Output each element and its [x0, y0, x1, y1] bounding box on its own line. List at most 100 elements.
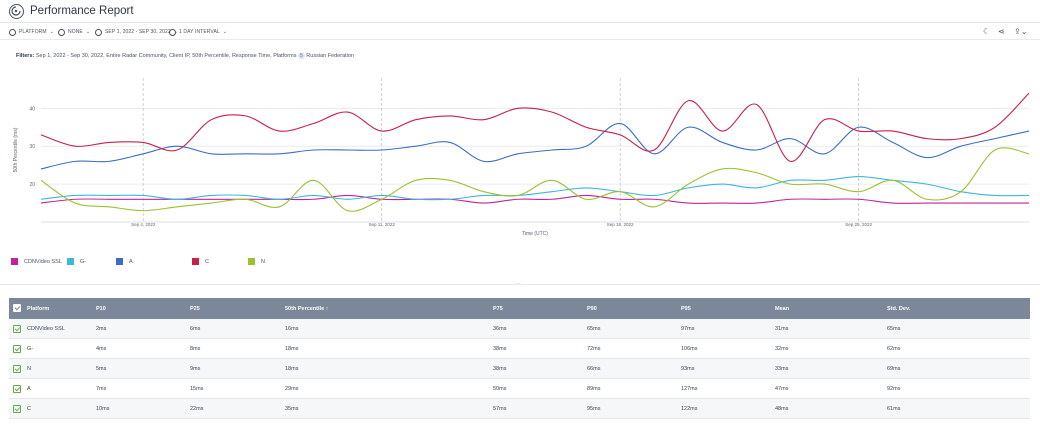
section-divider [0, 284, 1040, 285]
y-tick-label: 20 [29, 182, 35, 188]
col-header-stddev[interactable]: Std. Dev. [887, 305, 911, 312]
cell-platform: CDNVideo SSL [27, 325, 65, 332]
cell-p75: 57ms [493, 405, 507, 412]
filters-label: Filters: [16, 53, 35, 59]
col-header-mean[interactable]: Mean [775, 305, 790, 312]
table-body: CDNVideo SSL 2ms 6ms 16ms 36ms 65ms 97ms… [9, 319, 1030, 419]
cell-platform: C [27, 405, 31, 412]
calendar-icon [95, 28, 102, 36]
chevron-down-icon: ⌄ [85, 29, 91, 35]
y-axis-title: 50th Percentile (ms) [13, 127, 19, 172]
table-row: G- 4ms 8ms 18ms 38ms 72ms 106ms 32ms 62m… [9, 339, 1030, 359]
table-header: Platform P10 P25 50th Percentile ↑ P75 P… [9, 298, 1030, 319]
cell-platform: N [27, 365, 31, 372]
cell-p10: 10ms [96, 405, 110, 412]
series-line-2 [40, 122, 1030, 170]
legend-item[interactable]: CDNVideo SSL [11, 258, 62, 265]
col-header-p90[interactable]: P90 [587, 305, 597, 312]
cell-p50: 16ms [285, 325, 299, 332]
cell-p50: 18ms [285, 345, 299, 352]
cell-stddev: 61ms [887, 405, 901, 412]
cell-p90: 72ms [587, 345, 601, 352]
row-checkbox[interactable] [13, 325, 21, 333]
x-axis-title: Time (UTC) [522, 231, 548, 237]
series-line-1 [40, 175, 1030, 201]
select-all-checkbox[interactable] [13, 304, 21, 312]
cell-mean: 47ms [775, 385, 789, 392]
col-header-p75[interactable]: P75 [493, 305, 503, 312]
legend-item[interactable]: C [192, 258, 209, 265]
cell-p90: 66ms [587, 365, 601, 372]
filters-summary: Filters: Sep 1, 2022 - Sep 30, 2022, Ent… [16, 53, 354, 59]
chevron-down-icon: ⌄ [222, 29, 228, 35]
legend-item[interactable]: G- [67, 258, 86, 265]
cell-stddev: 65ms [887, 325, 901, 332]
cell-p10: 5ms [96, 365, 107, 372]
col-header-p25[interactable]: P25 [190, 305, 200, 312]
cell-p10: 2ms [96, 325, 107, 332]
table-row: C 10ms 22ms 35ms 57ms 95ms 122ms 48ms 61… [9, 399, 1030, 419]
series-line-3 [40, 92, 1030, 162]
cell-stddev: 69ms [887, 365, 901, 372]
col-header-p95[interactable]: P95 [681, 305, 691, 312]
cell-p95: 97ms [681, 325, 695, 332]
platforms-count-badge: 5 [297, 53, 305, 59]
platform-dropdown[interactable]: PLATFORM ⌄ [9, 27, 54, 37]
none-label: NONE [68, 29, 83, 35]
cell-p50: 35ms [285, 405, 299, 412]
export-icon[interactable]: ⇪⌄ [1014, 27, 1028, 36]
dark-mode-icon[interactable]: ☾ [983, 27, 991, 36]
cell-p10: 4ms [96, 345, 107, 352]
filters-country: Russian Federation [306, 53, 354, 59]
cell-p25: 6ms [190, 325, 201, 332]
share-icon[interactable]: ⋖ [998, 27, 1005, 36]
legend-label: A [129, 258, 133, 265]
interval-dropdown[interactable]: 1 DAY INTERVAL ⌄ [169, 27, 227, 37]
interval-label: 1 DAY INTERVAL [179, 29, 220, 35]
legend-swatch [116, 258, 123, 265]
cell-p75: 50ms [493, 385, 507, 392]
cell-p75: 38ms [493, 345, 507, 352]
legend-label: C [205, 258, 209, 265]
app-header: Performance Report [0, 0, 1040, 23]
series-line-0 [40, 194, 1029, 204]
resize-handle-icon[interactable]: ⋯ [516, 281, 521, 287]
cell-platform: G- [27, 345, 34, 352]
x-tick-label: Sep 18, 2022 [607, 222, 634, 227]
legend-swatch [11, 258, 18, 265]
percentile-line-chart: 20 30 40 Sep 4, 2022 Sep 11, 2022 Sep 18, 202… [13, 78, 1030, 237]
x-tick-label: Sep 11, 2022 [368, 222, 395, 227]
date-range-dropdown[interactable]: SEP 1, 2022 - SEP 30, 2022 ⌄ [95, 27, 178, 37]
legend-label: CDNVideo SSL [24, 258, 62, 265]
col-header-p50[interactable]: 50th Percentile ↑ [285, 305, 329, 312]
row-checkbox[interactable] [13, 405, 21, 413]
cell-p90: 89ms [587, 385, 601, 392]
row-checkbox[interactable] [13, 385, 21, 393]
cell-p25: 9ms [190, 365, 201, 372]
cell-p95: 127ms [681, 385, 698, 392]
none-dropdown[interactable]: NONE ⌄ [58, 27, 90, 37]
cell-p90: 95ms [587, 405, 601, 412]
cell-p95: 106ms [681, 345, 698, 352]
cell-p75: 38ms [493, 365, 507, 372]
cell-p95: 122ms [681, 405, 698, 412]
clock-icon [169, 28, 176, 36]
cell-p50: 18ms [285, 365, 299, 372]
filters-text: Sep 1, 2022 - Sep 30, 2022, Entire Radar… [35, 53, 297, 59]
legend-item[interactable]: N [248, 258, 265, 265]
series-line-4 [40, 147, 1030, 212]
legend-item[interactable]: A [116, 258, 133, 265]
row-checkbox[interactable] [13, 345, 21, 353]
col-header-p10[interactable]: P10 [96, 305, 106, 312]
x-tick-label: Sep 4, 2022 [131, 222, 156, 227]
col-header-platform[interactable]: Platform [27, 305, 50, 312]
cell-mean: 33ms [775, 365, 789, 372]
legend-label: G- [80, 258, 87, 265]
row-checkbox[interactable] [13, 365, 21, 373]
x-tick-label: Sep 25, 2022 [845, 222, 872, 227]
percentile-table: Platform P10 P25 50th Percentile ↑ P75 P… [9, 298, 1030, 419]
legend-swatch [248, 258, 255, 265]
cell-p75: 36ms [493, 325, 507, 332]
cell-mean: 48ms [775, 405, 789, 412]
page-title: Performance Report [30, 5, 134, 17]
